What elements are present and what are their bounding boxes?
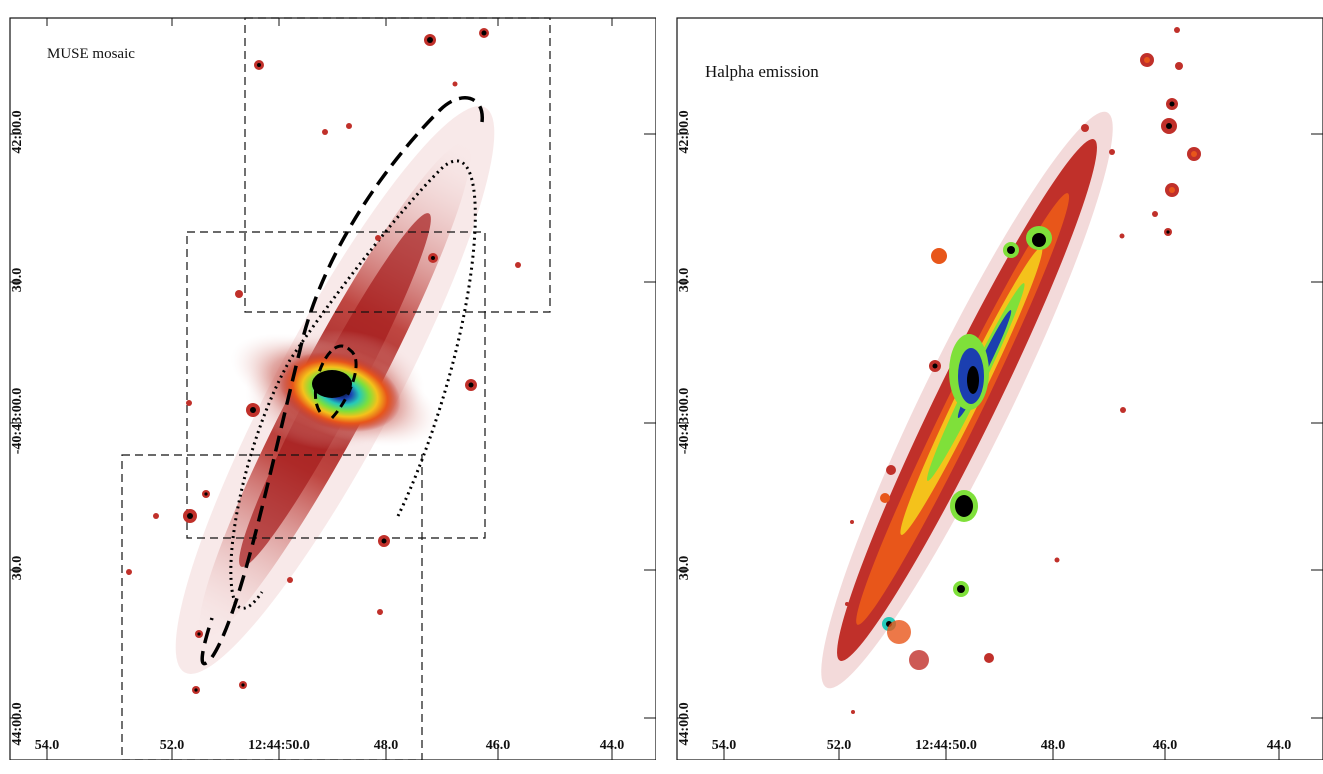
y-tick-label: 42:00.0 [10, 110, 25, 154]
fov-south [121, 454, 423, 760]
y-tick-label: 44:00.0 [10, 702, 25, 746]
x-tick-label: 12:44:50.0 [915, 738, 977, 753]
y-tick-label: 44:00.0 [677, 702, 692, 746]
dashed-inner-arc [314, 344, 358, 422]
x-tick-label: 48.0 [1040, 738, 1066, 753]
y-tick-label: 42:00.0 [677, 110, 692, 154]
y-tick-label: 30.0 [677, 555, 692, 581]
dotted-ellipse-arc [229, 159, 477, 610]
dashed-ellipse-arc [200, 96, 484, 666]
left-tick-marks [10, 18, 656, 760]
x-tick-label: 46.0 [485, 738, 511, 753]
panel-title: Halpha emission [705, 62, 819, 81]
y-tick-label: -40:43:00.0 [10, 387, 25, 455]
muse-mosaic-image [9, 17, 656, 760]
hii-regions [880, 226, 1126, 670]
y-tick-label: -40:43:00.0 [677, 387, 692, 455]
outer-knots [845, 520, 855, 714]
x-tick-label: 46.0 [1152, 738, 1178, 753]
x-tick-label: 54.0 [34, 738, 60, 753]
field-stars [126, 28, 521, 694]
fov-center [186, 231, 486, 539]
x-tick-label: 52.0 [826, 738, 852, 753]
x-tick-label: 52.0 [159, 738, 185, 753]
x-tick-label: 12:44:50.0 [248, 738, 310, 753]
x-tick-label: 48.0 [373, 738, 399, 753]
y-tick-label: 30.0 [10, 267, 25, 293]
right-panel-halpha-emission: Halpha emission 42:00.0 30.0 -40:43:00.0… [667, 0, 1323, 760]
muse-fields-of-view [121, 17, 551, 760]
halpha-emission-image [676, 17, 1323, 760]
ne-clumps [1081, 27, 1201, 239]
y-tick-label: 30.0 [677, 267, 692, 293]
x-tick-label: 44.0 [599, 738, 625, 753]
right-tick-marks [677, 133, 1323, 760]
x-tick-label: 44.0 [1266, 738, 1292, 753]
galaxy-nucleus [312, 370, 352, 398]
y-tick-label: 30.0 [10, 555, 25, 581]
panel-title: MUSE mosaic [47, 46, 135, 62]
left-panel-muse-mosaic: MUSE mosaic 42:00.0 30.0 -40:43:00.0 30.… [0, 0, 656, 760]
x-tick-label: 54.0 [711, 738, 737, 753]
